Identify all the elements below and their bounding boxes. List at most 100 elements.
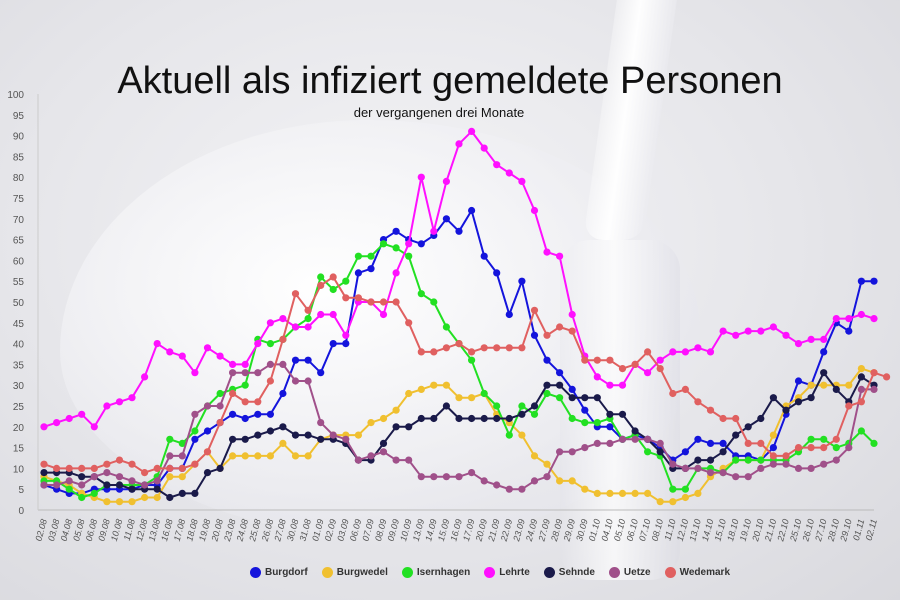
data-point-isernhagen [90, 489, 98, 497]
data-point-burgwedel [631, 489, 639, 497]
y-tick-label: 80 [13, 173, 25, 184]
data-point-lehrte [480, 144, 488, 152]
data-point-uetze [153, 477, 161, 485]
data-point-uetze [279, 360, 287, 368]
data-point-lehrte [128, 394, 136, 402]
data-point-wedemark [166, 464, 174, 472]
data-point-lehrte [291, 323, 300, 331]
data-point-burgdorf [493, 269, 501, 277]
y-tick-label: 90 [13, 132, 25, 143]
data-point-wedemark [141, 469, 149, 477]
legend-label: Isernhagen [416, 567, 471, 578]
data-point-isernhagen [480, 389, 488, 398]
legend-item-uetze[interactable]: Uetze [608, 567, 651, 578]
data-point-burgwedel [606, 489, 614, 497]
data-point-burgdorf [304, 356, 312, 364]
data-point-uetze [354, 456, 362, 464]
data-point-wedemark [254, 398, 262, 406]
data-point-sehnde [593, 394, 601, 402]
data-point-uetze [870, 385, 878, 393]
data-point-wedemark [442, 344, 450, 352]
data-point-isernhagen [568, 414, 576, 423]
y-tick-label: 85 [13, 152, 25, 163]
data-point-sehnde [694, 456, 702, 464]
y-tick-label: 20 [13, 423, 25, 434]
data-point-burgwedel [254, 452, 262, 460]
data-point-burgdorf [468, 206, 476, 215]
legend-item-wedemark[interactable]: Wedemark [664, 567, 730, 578]
data-point-wedemark [291, 290, 300, 298]
data-point-burgdorf [229, 410, 237, 418]
data-point-burgwedel [518, 431, 526, 439]
data-point-uetze [430, 473, 438, 481]
legend-item-isernhagen[interactable]: Isernhagen [401, 567, 471, 578]
data-point-wedemark [279, 335, 287, 343]
data-point-wedemark [493, 344, 501, 352]
data-point-burgwedel [820, 381, 828, 389]
data-point-sehnde [241, 435, 249, 443]
data-point-sehnde [178, 489, 186, 497]
data-point-burgwedel [807, 381, 815, 389]
data-point-burgwedel [166, 473, 174, 481]
legend-item-lehrte[interactable]: Lehrte [484, 567, 530, 578]
data-point-burgdorf [254, 410, 262, 418]
data-point-wedemark [430, 348, 438, 356]
legend-item-burgdorf[interactable]: Burgdorf [249, 567, 308, 578]
data-point-burgdorf [581, 406, 589, 414]
data-point-burgdorf [870, 277, 878, 285]
data-point-burgwedel [266, 452, 274, 460]
data-point-lehrte [430, 227, 438, 235]
data-point-lehrte [593, 373, 601, 381]
data-point-wedemark [342, 294, 350, 302]
data-point-isernhagen [241, 381, 249, 389]
data-point-isernhagen [78, 493, 86, 502]
data-point-isernhagen [468, 356, 476, 364]
data-point-burgwedel [304, 452, 312, 460]
data-point-wedemark [266, 377, 274, 385]
data-point-wedemark [656, 365, 664, 373]
data-point-uetze [266, 360, 274, 368]
data-point-uetze [455, 473, 463, 481]
data-point-sehnde [203, 469, 212, 477]
y-tick-label: 25 [13, 402, 25, 413]
legend-item-sehnde[interactable]: Sehnde [543, 567, 595, 578]
data-point-lehrte [392, 269, 400, 277]
legend-item-burgwedel[interactable]: Burgwedel [321, 567, 388, 578]
data-point-uetze [493, 481, 501, 489]
series-line-burgwedel [43, 367, 875, 503]
data-point-uetze [367, 452, 375, 460]
data-point-burgwedel [178, 473, 186, 481]
data-point-lehrte [757, 327, 765, 335]
data-point-burgwedel [291, 452, 300, 460]
data-point-uetze [229, 369, 237, 377]
data-point-sehnde [40, 469, 48, 477]
data-point-burgwedel [694, 489, 702, 497]
data-point-isernhagen [191, 427, 199, 435]
y-tick-label: 40 [13, 340, 25, 351]
data-point-lehrte [191, 369, 199, 377]
data-point-wedemark [744, 439, 752, 447]
data-point-uetze [128, 477, 136, 485]
data-point-burgdorf [857, 277, 866, 285]
y-tick-label: 35 [13, 360, 25, 371]
data-point-isernhagen [304, 315, 312, 323]
data-point-uetze [606, 439, 614, 447]
chart-subtitle: der vergangenen drei Monate [353, 105, 525, 120]
data-point-sehnde [291, 431, 300, 439]
data-point-uetze [317, 419, 325, 427]
data-point-burgwedel [543, 460, 551, 468]
data-point-wedemark [480, 344, 488, 352]
legend-label: Uetze [623, 567, 651, 578]
legend-marker [321, 567, 333, 578]
data-point-burgwedel [115, 498, 124, 506]
data-point-uetze [807, 464, 815, 472]
data-point-wedemark [178, 464, 186, 472]
data-point-wedemark [820, 444, 828, 452]
data-point-burgdorf [417, 240, 425, 248]
data-point-burgwedel [769, 431, 778, 439]
data-point-lehrte [103, 402, 111, 410]
y-tick-label: 95 [13, 111, 25, 122]
data-point-wedemark [644, 348, 652, 356]
data-point-burgwedel [229, 452, 237, 460]
